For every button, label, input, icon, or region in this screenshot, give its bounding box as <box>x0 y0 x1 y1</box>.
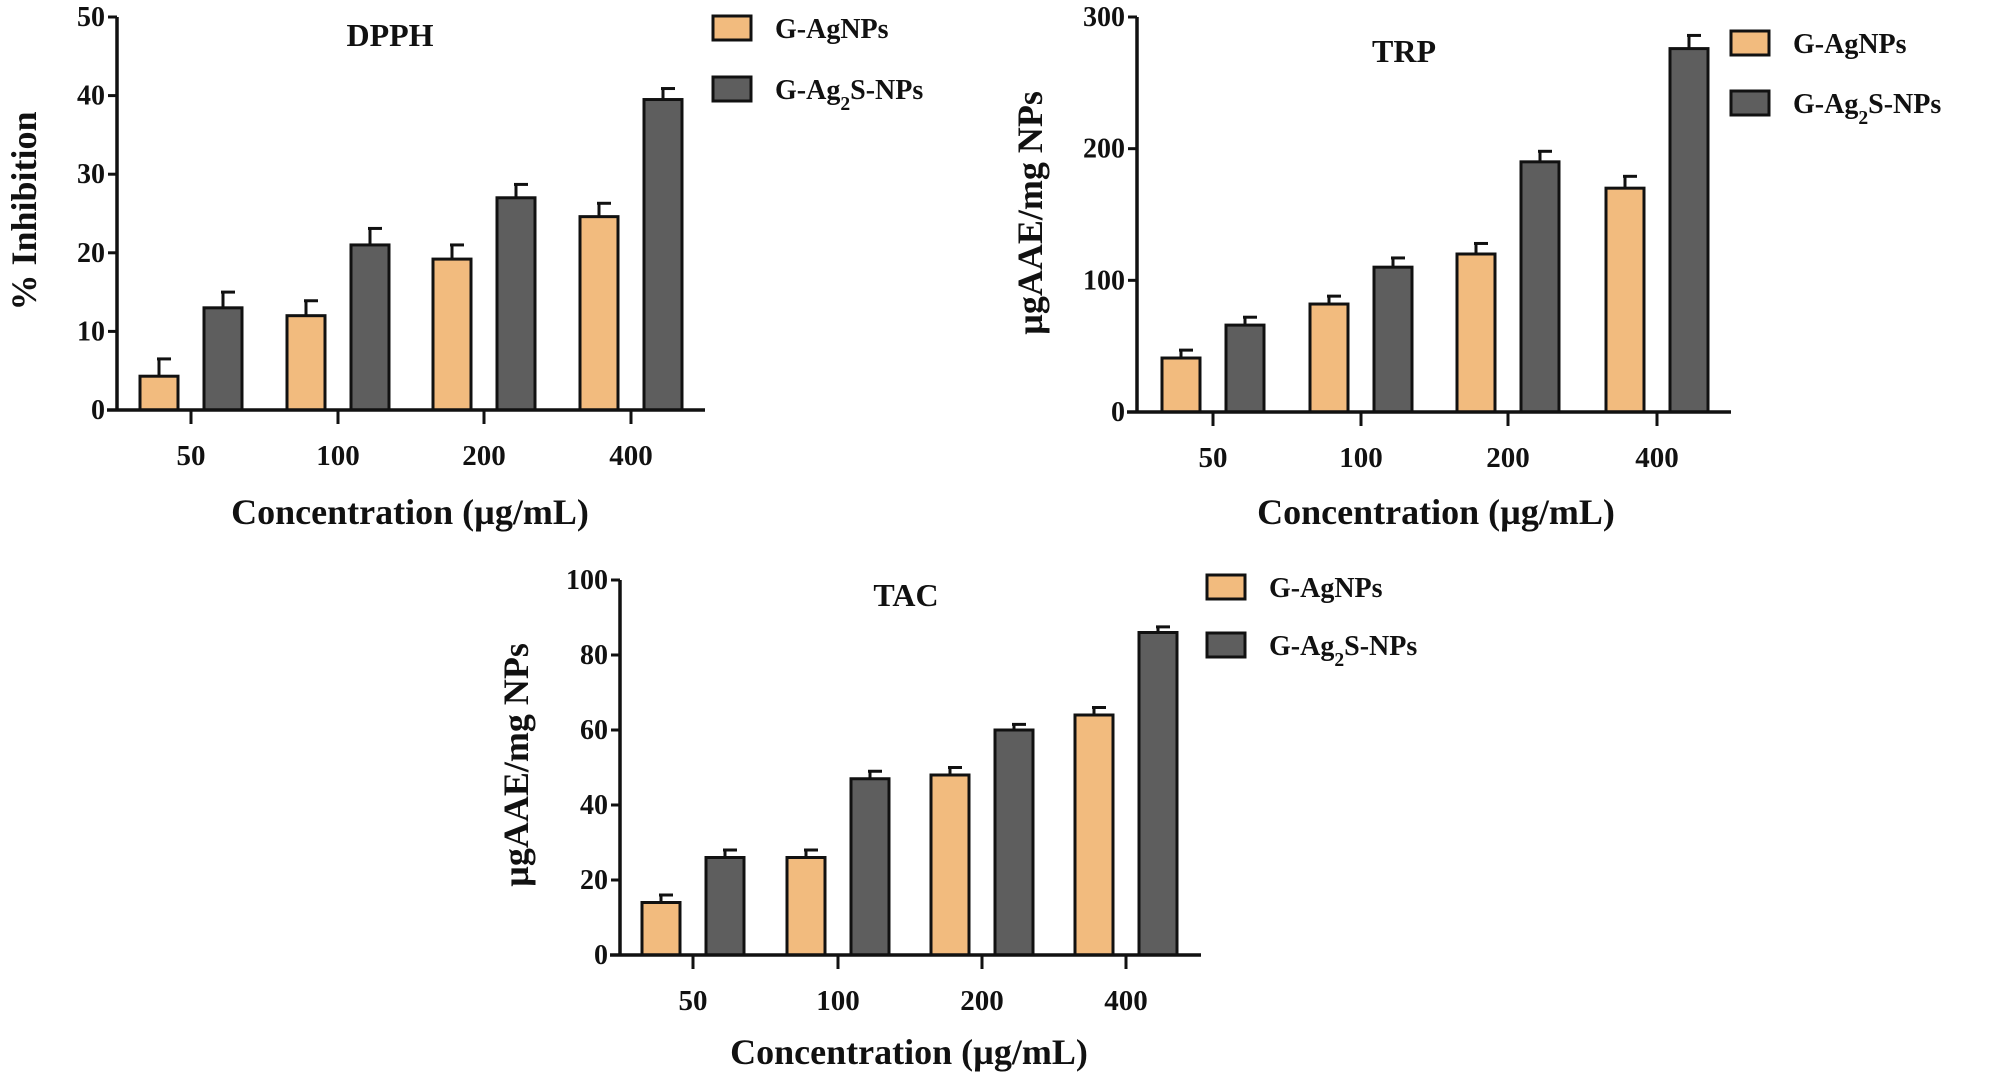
chart-title: DPPH <box>346 17 433 53</box>
legend-label: G-AgNPs <box>1793 29 1907 60</box>
x-tick-label: 100 <box>316 440 360 472</box>
x-axis-label: Concentration (µg/mL) <box>1257 492 1615 532</box>
bar-G-AgNPs-200 <box>1455 252 1497 414</box>
x-tick-label: 100 <box>816 985 860 1017</box>
bar-G-Ag2S-NPs-400 <box>642 98 684 412</box>
y-tick-label: 60 <box>580 715 608 746</box>
bar-G-Ag2S-NPs-50 <box>202 306 244 412</box>
chart-title: TRP <box>1372 33 1436 69</box>
x-tick-label: 200 <box>462 440 506 472</box>
y-tick-label: 0 <box>91 395 105 426</box>
bar-G-AgNPs-50 <box>640 901 682 957</box>
bar-G-Ag2S-NPs-100 <box>349 243 391 412</box>
bar-G-Ag2S-NPs-200 <box>495 196 537 412</box>
bar-G-Ag2S-NPs-100 <box>849 777 891 957</box>
bar-G-Ag2S-NPs-400 <box>1137 631 1179 957</box>
y-tick-label: 30 <box>77 159 105 190</box>
legend-label: G-Ag2S-NPs <box>775 75 923 115</box>
bar-G-AgNPs-100 <box>1308 302 1350 414</box>
legend-label: G-AgNPs <box>775 14 889 45</box>
legend-swatch <box>1205 573 1247 601</box>
legend-label: G-Ag2S-NPs <box>1269 631 1417 671</box>
legend-swatch <box>711 14 753 42</box>
y-tick-label: 40 <box>580 790 608 821</box>
x-tick-label: 200 <box>960 985 1004 1017</box>
legend-swatch <box>1729 29 1771 57</box>
y-tick-label: 50 <box>77 2 105 33</box>
bar-G-Ag2S-NPs-200 <box>993 728 1035 957</box>
legend-label: G-AgNPs <box>1269 573 1383 604</box>
y-tick-label: 200 <box>1083 134 1125 165</box>
bar-G-Ag2S-NPs-100 <box>1372 265 1414 414</box>
bar-G-AgNPs-400 <box>1604 186 1646 414</box>
y-tick-label: 20 <box>77 238 105 269</box>
x-tick-label: 100 <box>1339 442 1383 474</box>
y-axis-label: µgAAE/mg NPs <box>496 643 536 887</box>
bar-G-AgNPs-400 <box>578 215 620 412</box>
y-tick-label: 10 <box>77 316 105 347</box>
bar-G-AgNPs-100 <box>285 314 327 412</box>
x-tick-label: 50 <box>1199 442 1228 474</box>
bar-G-AgNPs-400 <box>1073 713 1115 957</box>
y-axis-label: % Inhibition <box>4 111 44 310</box>
x-tick-label: 400 <box>1104 985 1148 1017</box>
y-tick-label: 40 <box>77 81 105 112</box>
y-tick-label: 300 <box>1083 2 1125 33</box>
x-tick-label: 200 <box>1486 442 1530 474</box>
bar-G-AgNPs-100 <box>785 856 827 957</box>
chart-trp: 0 100 200 300 50 100 200 400 TRP Concentration (µ… <box>1010 2 1941 532</box>
legend-swatch <box>1729 89 1771 117</box>
y-tick-label: 20 <box>580 865 608 896</box>
bar-G-AgNPs-50 <box>1160 356 1202 414</box>
y-axis-label: µgAAE/mg NPs <box>1010 91 1050 335</box>
x-axis-label: Concentration (µg/mL) <box>231 492 589 532</box>
bar-G-Ag2S-NPs-400 <box>1668 47 1710 414</box>
y-tick-label: 0 <box>594 940 608 971</box>
bar-G-Ag2S-NPs-200 <box>1519 160 1561 414</box>
chart-tac: 0 20 40 60 80 100 50 100 200 400 TAC Concentration … <box>496 565 1417 1072</box>
x-tick-label: 400 <box>1635 442 1679 474</box>
x-tick-label: 400 <box>609 440 653 472</box>
bar-G-Ag2S-NPs-50 <box>1224 323 1266 414</box>
bar-G-Ag2S-NPs-50 <box>704 856 746 957</box>
x-tick-label: 50 <box>177 440 206 472</box>
legend-swatch <box>1205 631 1247 659</box>
x-tick-label: 50 <box>679 985 708 1017</box>
legend-swatch <box>711 75 753 103</box>
x-axis-label: Concentration (µg/mL) <box>730 1032 1088 1072</box>
bar-G-AgNPs-200 <box>929 773 971 957</box>
y-tick-label: 100 <box>566 565 608 596</box>
chart-dpph: 0 10 20 30 40 50 50 100 200 400 DPPH Concentration … <box>4 2 923 532</box>
y-tick-label: 100 <box>1083 265 1125 296</box>
bar-G-AgNPs-200 <box>431 257 473 412</box>
y-tick-label: 80 <box>580 640 608 671</box>
y-tick-label: 0 <box>1111 397 1125 428</box>
chart-title: TAC <box>873 577 938 613</box>
bar-G-AgNPs-50 <box>138 374 180 412</box>
legend-label: G-Ag2S-NPs <box>1793 89 1941 129</box>
